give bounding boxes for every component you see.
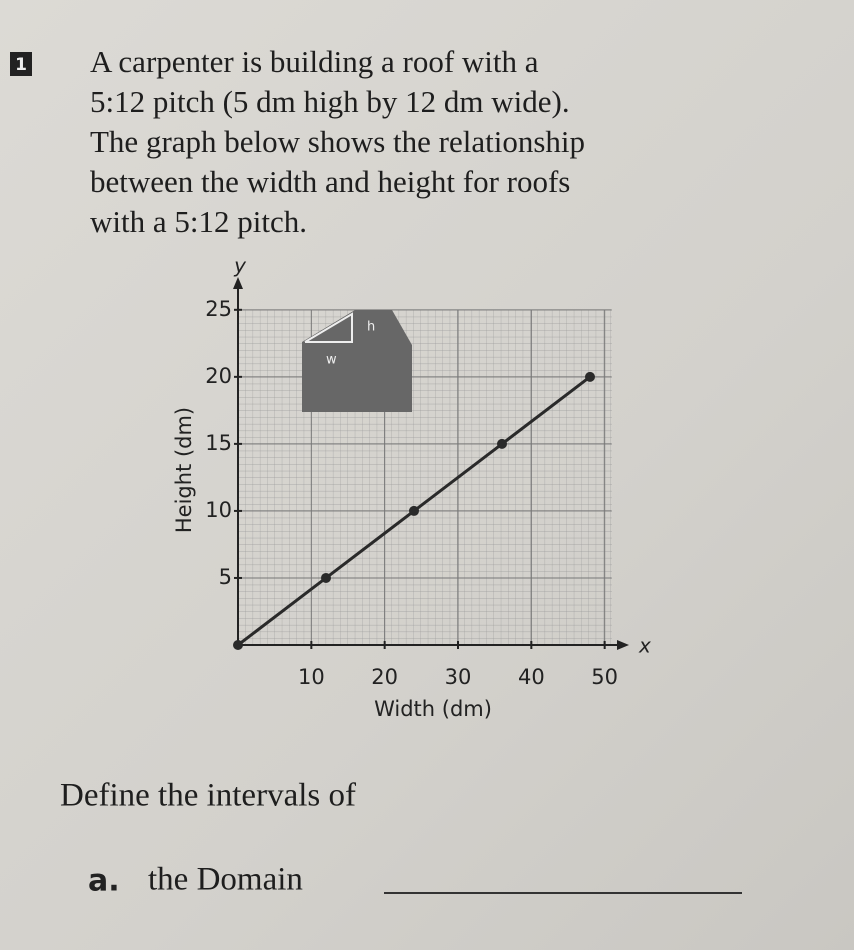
x-axis-name: x <box>638 634 651 658</box>
x-tick-label: 40 <box>518 665 545 689</box>
problem-line: with a 5:12 pitch. <box>90 204 307 239</box>
data-point <box>321 572 331 583</box>
part-text: the Domain <box>148 862 303 898</box>
house-icon <box>302 310 412 412</box>
part-letter: a. <box>88 864 120 899</box>
y-arrow <box>233 277 243 289</box>
data-point <box>585 371 595 382</box>
plot: 10 20 30 40 50 5 10 15 20 25 x y Width (dm) Height (d… <box>172 254 651 722</box>
y-tick-label: 10 <box>205 498 232 522</box>
x-tick-label: 20 <box>371 665 398 689</box>
data-point <box>409 505 419 516</box>
inset-h: h <box>367 320 375 335</box>
y-tick-label: 5 <box>219 565 232 589</box>
problem-line: A carpenter is building a roof with a <box>90 44 539 79</box>
number-box <box>10 52 32 76</box>
problem-line: 5:12 pitch (5 dm high by 12 dm wide). <box>90 84 570 119</box>
problem-line: The graph below shows the relationship <box>90 124 585 159</box>
data-point <box>233 640 243 650</box>
pitch-triangle <box>304 312 353 343</box>
y-tick-label: 20 <box>205 364 232 388</box>
problem-line: between the width and height for roofs <box>90 164 570 199</box>
x-axis-label: Width (dm) <box>374 697 492 721</box>
fine-grid <box>238 310 612 645</box>
inset-w: w <box>326 353 337 368</box>
y-tick-label: 15 <box>205 431 232 455</box>
x-tick-label: 50 <box>591 665 618 689</box>
y-axis-label: Height (dm) <box>172 407 196 533</box>
x-tick-label: 10 <box>298 665 325 689</box>
x-tick-label: 30 <box>445 665 472 689</box>
y-axis-name: y <box>233 254 247 278</box>
question: Define the intervals of <box>60 778 356 814</box>
x-arrow <box>617 640 629 650</box>
problem-number: 1 <box>15 55 27 75</box>
y-tick-label: 25 <box>205 297 232 321</box>
data-point <box>497 438 507 449</box>
